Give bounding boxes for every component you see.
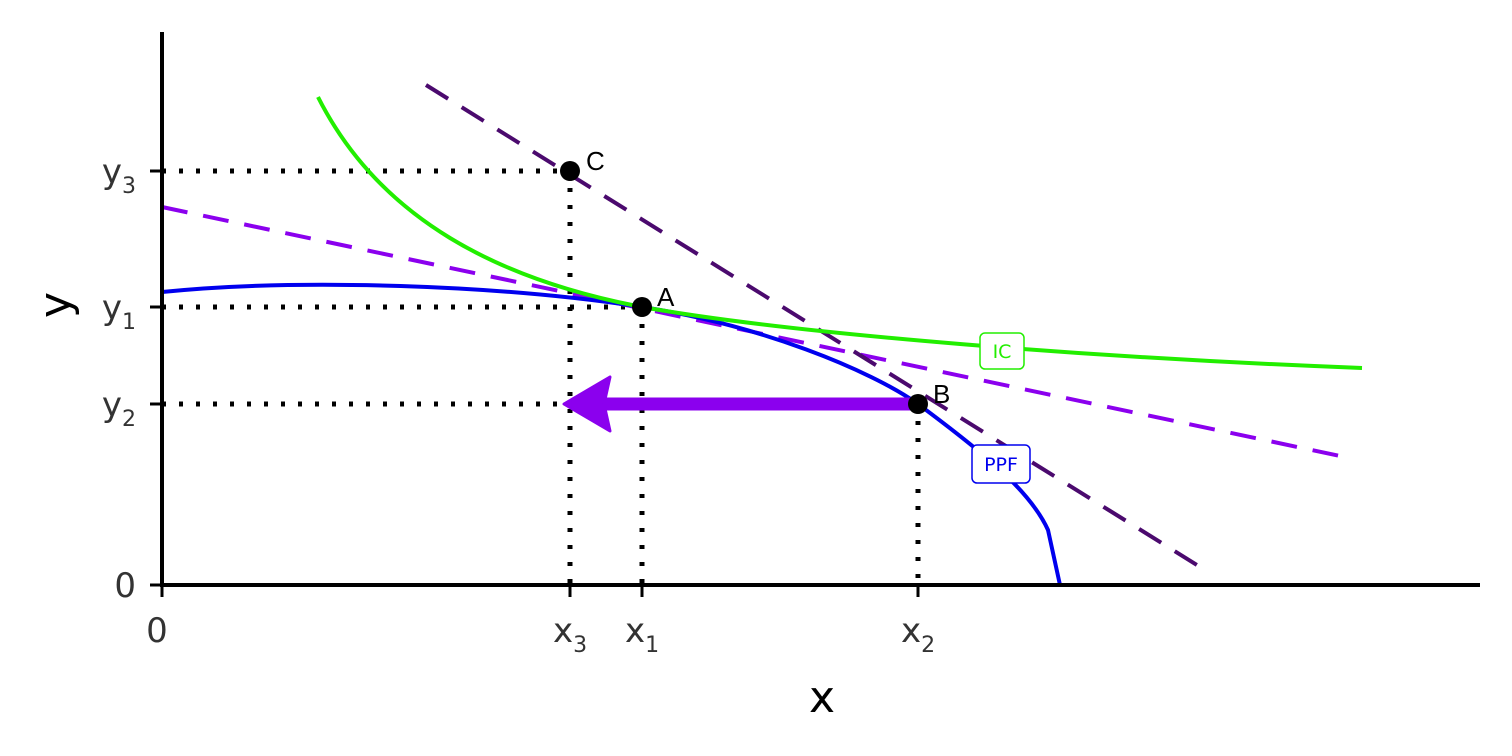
- ticks: [150, 169, 920, 597]
- arrow-head: [562, 375, 612, 433]
- tick-main: y: [102, 385, 122, 425]
- point-label: B: [933, 379, 950, 409]
- tick-label: 0: [114, 566, 136, 606]
- tick-label: y3: [102, 152, 136, 199]
- tick-sub: 2: [921, 633, 935, 658]
- tick-main: 0: [146, 611, 168, 651]
- tick-main: y: [102, 152, 122, 192]
- tick-label: 0: [146, 611, 168, 651]
- tick-main: x: [553, 611, 573, 651]
- tick-main: y: [102, 288, 122, 328]
- budget-line: [424, 83, 1207, 572]
- curve-label: IC: [993, 341, 1012, 363]
- point: [632, 297, 652, 317]
- point: [908, 394, 928, 414]
- label-box: [979, 332, 1025, 370]
- ic-curve: [316, 96, 1363, 370]
- y-axis-title: y: [30, 292, 81, 318]
- point: [560, 161, 580, 181]
- ppf-curve: [161, 282, 1062, 586]
- point-label: C: [586, 146, 605, 176]
- label-box: [971, 444, 1031, 484]
- tick-label: x1: [625, 611, 659, 658]
- tick-sub: 2: [122, 407, 136, 432]
- x-axis-title: x: [809, 672, 835, 723]
- curve-label: PPF: [984, 454, 1018, 476]
- tick-sub: 3: [122, 174, 136, 199]
- tick-label: x2: [901, 611, 935, 658]
- tick-sub: 1: [122, 310, 136, 335]
- tick-label: x3: [553, 611, 587, 658]
- tick-main: x: [625, 611, 645, 651]
- tick-sub: 3: [573, 633, 587, 658]
- tick-label: y1: [102, 288, 136, 335]
- tick-sub: 1: [645, 633, 659, 658]
- point-label: A: [657, 282, 675, 312]
- tick-label: y2: [102, 385, 136, 432]
- tick-main: 0: [114, 566, 136, 606]
- tick-main: x: [901, 611, 921, 651]
